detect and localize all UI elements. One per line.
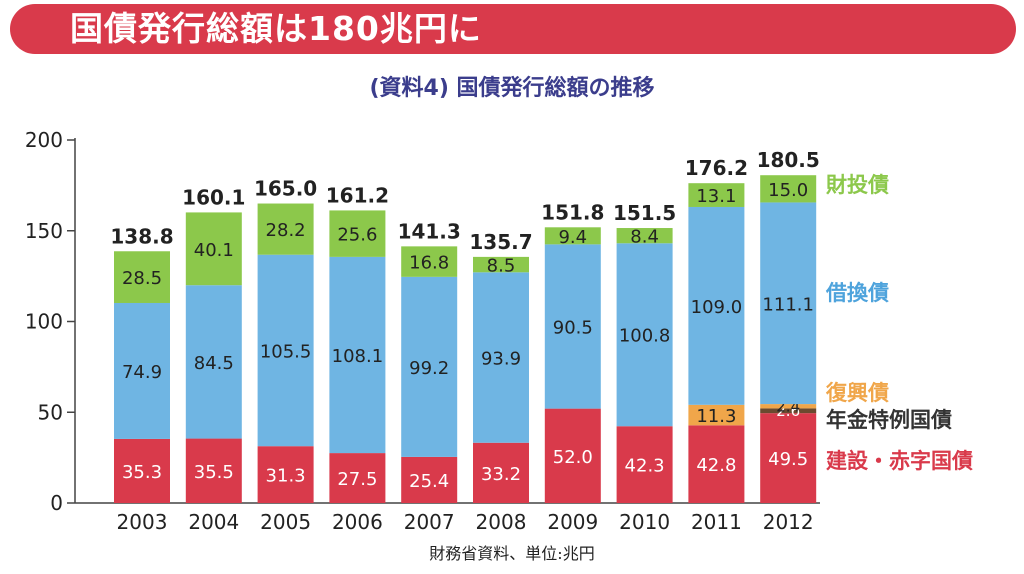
bar-segment: [185, 438, 242, 503]
bar-segment: [257, 446, 314, 503]
bar-segment: [760, 404, 817, 409]
data-label: 28.2: [266, 220, 306, 241]
x-tick-label: 2010: [619, 510, 670, 534]
bar-segment: [401, 456, 458, 503]
data-label: 33.2: [481, 464, 521, 485]
data-label: 25.6: [337, 225, 377, 246]
data-label: 8.4: [630, 227, 659, 248]
x-tick-label: 2012: [763, 510, 814, 534]
bar-segment: [544, 244, 601, 409]
bar-segment: [329, 210, 386, 257]
data-label: 9.4: [558, 227, 587, 248]
bar-segment: [473, 256, 529, 273]
source-note: 財務省資料、単位:兆円: [429, 544, 595, 563]
bar-segment: [257, 254, 314, 447]
data-label: 108.1: [332, 346, 384, 367]
banner-title: 国債発行総額は180兆円に: [70, 9, 482, 48]
total-label: 135.7: [469, 230, 532, 254]
title-banner: 国債発行総額は180兆円に: [10, 4, 1016, 54]
data-label: 15.0: [768, 180, 808, 201]
data-label: 100.8: [619, 326, 671, 347]
data-label: 74.9: [122, 362, 162, 383]
legend-entry: 年金特例国債: [826, 408, 952, 432]
bar-segment: [616, 426, 673, 503]
total-label: 180.5: [757, 148, 820, 172]
chart-subtitle: (資料4) 国債発行総額の推移: [369, 76, 655, 101]
legend-entry: 財投債: [826, 173, 889, 197]
legend-entry: 復興債: [825, 381, 889, 405]
bar-segment: [114, 438, 170, 503]
data-label: 42.8: [696, 455, 736, 476]
data-label: 28.5: [122, 268, 162, 289]
x-tick-label: 2009: [547, 510, 598, 534]
data-label: 105.5: [260, 341, 312, 362]
bar-segment: [616, 243, 673, 427]
x-tick-label: 2008: [476, 510, 527, 534]
y-tick-label: 100: [25, 310, 63, 334]
bar-segment: [257, 203, 314, 255]
x-tick-label: 2004: [188, 510, 239, 534]
total-label: 160.1: [182, 185, 245, 209]
data-label: 35.3: [122, 462, 162, 483]
x-tick-label: 2006: [332, 510, 383, 534]
total-label: 151.5: [613, 201, 676, 225]
bar-segment: [329, 453, 386, 503]
bar-segment: [616, 228, 673, 244]
data-label: 52.0: [553, 447, 593, 468]
y-tick-label: 50: [38, 400, 63, 424]
data-label: 109.0: [691, 297, 743, 318]
data-label: 13.1: [696, 186, 736, 207]
bar-segment: [185, 212, 242, 286]
data-label: 31.3: [266, 466, 306, 487]
bar-segment: [473, 272, 529, 443]
data-label: 42.3: [625, 456, 665, 477]
data-label: 27.5: [337, 469, 377, 490]
x-tick-label: 2003: [117, 510, 168, 534]
x-tick-label: 2007: [404, 510, 455, 534]
bar-segment: [401, 246, 458, 277]
data-label: 49.5: [768, 449, 808, 470]
y-tick-label: 0: [50, 491, 63, 515]
data-label: 111.1: [762, 294, 814, 315]
total-label: 141.3: [398, 219, 461, 243]
total-label: 176.2: [685, 156, 748, 180]
legend-entry: 借換債: [825, 281, 889, 305]
bar-segment: [760, 408, 817, 414]
bar-segment: [401, 276, 458, 457]
total-label: 165.0: [254, 177, 317, 201]
data-label: 93.9: [481, 349, 521, 370]
data-label: 99.2: [409, 358, 449, 379]
bar-segment: [760, 413, 817, 503]
data-label: 40.1: [194, 240, 234, 261]
bar-segment: [114, 302, 170, 439]
data-label: 35.5: [194, 462, 234, 483]
bar-segment: [760, 202, 817, 405]
y-tick-label: 200: [25, 128, 63, 152]
bar-segment: [760, 175, 817, 203]
data-label: 8.5: [487, 256, 516, 277]
x-tick-label: 2011: [691, 510, 742, 534]
x-tick-label: 2005: [260, 510, 311, 534]
bar-segment: [688, 404, 745, 426]
bar-segment: [688, 425, 745, 503]
bar-segment: [329, 256, 386, 454]
data-label: 25.4: [409, 471, 449, 492]
total-label: 138.8: [110, 224, 173, 248]
total-label: 161.2: [326, 183, 389, 207]
bar-segment: [185, 285, 242, 439]
data-label: 90.5: [553, 317, 593, 338]
bar-segment: [473, 442, 529, 503]
bar-segment: [688, 206, 745, 405]
data-label: 84.5: [194, 353, 234, 374]
bar-segment: [688, 183, 745, 207]
bar-segment: [114, 251, 170, 303]
bar-segment: [544, 227, 601, 245]
y-tick-label: 150: [25, 219, 63, 243]
total-label: 151.8: [541, 200, 604, 224]
legend-entry: 建設・赤字国債: [826, 449, 973, 473]
data-label: 16.8: [409, 253, 449, 274]
data-label: 11.3: [696, 406, 736, 427]
bar-segment: [544, 408, 601, 503]
